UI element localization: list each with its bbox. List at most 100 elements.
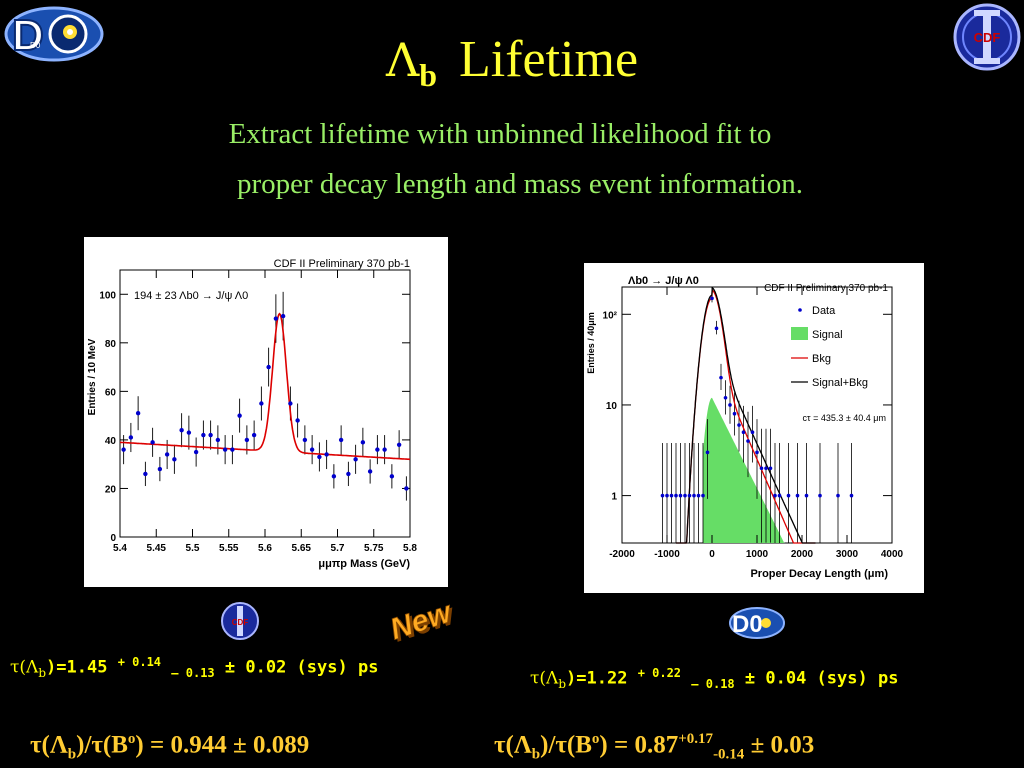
data-point <box>157 466 163 472</box>
signal-yield-label: 194 ± 23 Λb0 → J/ψ Λ0 <box>134 290 248 302</box>
x-tick-label: 5.5 <box>186 543 200 554</box>
cdf-logo-small: CDF <box>220 601 260 641</box>
data-point <box>338 437 344 443</box>
x-tick-label: 5.6 <box>258 543 272 554</box>
x-tick-label: -2000 <box>609 549 635 560</box>
decay-plot-chart: -2000 -1000 0 1000 2000 3000 4000 1 10 10² Λb0 → … <box>586 275 904 580</box>
signal-plus-bkg-curve <box>676 286 816 544</box>
process-label: Λb0 → J/ψ Λ0 <box>628 275 699 287</box>
data-point <box>669 493 674 498</box>
data-point <box>849 493 854 498</box>
data-point <box>128 435 134 440</box>
page-title: Λb Lifetime <box>385 31 639 93</box>
x-tick-label: 5.45 <box>147 543 167 554</box>
data-point <box>172 457 177 462</box>
legend-signal: Signal <box>812 329 843 341</box>
svg-text:CDF: CDF <box>232 618 249 627</box>
data-point <box>222 447 228 452</box>
data-point <box>746 439 750 443</box>
y-tick-label: 80 <box>105 339 117 350</box>
y-tick-label: 0 <box>110 533 116 544</box>
data-point <box>750 430 755 435</box>
legend-bkg: Bkg <box>812 353 831 365</box>
legend-signal-bkg: Signal+Bkg <box>812 377 868 389</box>
data-point <box>346 471 351 477</box>
y-axis-label: Entries / 10 MeV <box>87 338 98 415</box>
data-point <box>786 493 791 498</box>
data-point <box>266 364 271 370</box>
data-point <box>186 430 192 435</box>
x-tick-label: 5.8 <box>403 543 417 554</box>
svg-text:New: New <box>386 598 456 644</box>
d0-logo-small: D0 <box>728 606 786 640</box>
cdf-logo-top: CDF <box>952 2 1022 72</box>
x-tick-label: 0 <box>709 549 715 560</box>
data-point <box>764 466 768 471</box>
data-point <box>121 447 126 452</box>
x-tick-label: 2000 <box>791 549 814 560</box>
x-tick-label: 1000 <box>746 549 769 560</box>
y-tick-label: 100 <box>99 290 116 301</box>
data-point <box>201 432 206 438</box>
legend-data: Data <box>812 305 836 317</box>
data-point <box>324 452 329 457</box>
x-tick-label: 5.65 <box>292 543 312 554</box>
data-point <box>665 493 669 498</box>
data-point <box>660 493 665 498</box>
d0-logo-top: D D0 <box>2 2 106 66</box>
data-point <box>818 493 822 498</box>
ctau-label: cτ = 435.3 ± 40.4 μm <box>803 413 886 423</box>
y-tick-label: 20 <box>105 484 117 495</box>
data-point <box>683 493 687 498</box>
y-tick-label: 40 <box>105 436 117 447</box>
mass-plot-panel: 5.4 5.45 5.5 5.55 5.6 5.65 5.7 5.75 5.8 0 20 40 60 80… <box>84 237 448 587</box>
data-point <box>143 471 148 477</box>
x-tick-label: -1000 <box>654 549 680 560</box>
y-tick-label: 60 <box>105 387 117 398</box>
data-point <box>728 403 732 407</box>
data-point <box>208 432 213 438</box>
data-point <box>360 440 366 445</box>
subtitle-line-1: Extract lifetime with unbinned likelihoo… <box>228 118 772 150</box>
cdf-lifetime-result: τ(Λb)=1.45 + 0.14 – 0.13 ± 0.02 (sys) ps <box>10 655 379 681</box>
data-point <box>701 493 705 498</box>
data-point <box>732 411 737 416</box>
data-point <box>150 440 155 445</box>
data-point <box>295 418 300 423</box>
svg-text:D0: D0 <box>30 41 41 50</box>
data-point <box>251 432 257 438</box>
data-point <box>353 457 358 462</box>
d0-lifetime-result: τ(Λb)=1.22 + 0.22 – 0.18 ± 0.04 (sys) ps <box>530 666 899 692</box>
data-point <box>692 493 696 498</box>
chart-title: CDF II Preliminary 370 pb-1 <box>274 258 410 270</box>
data-point <box>404 486 409 491</box>
data-point <box>773 493 777 498</box>
mass-plot-chart: 5.4 5.45 5.5 5.55 5.6 5.65 5.7 5.75 5.8 0 20 40 60 80… <box>87 258 417 570</box>
data-point <box>302 437 308 443</box>
data-point <box>280 313 286 319</box>
data-point <box>389 474 395 479</box>
data-point <box>309 447 315 452</box>
x-tick-label: 3000 <box>836 549 859 560</box>
data-point <box>705 450 710 455</box>
data-point <box>674 493 678 498</box>
x-axis-label: Proper Decay Length (μm) <box>750 568 888 580</box>
new-badge: New New <box>386 595 466 649</box>
x-axis-label: μμπp Mass (GeV) <box>318 558 410 570</box>
data-point <box>795 493 800 498</box>
svg-text:D: D <box>12 11 44 60</box>
data-point <box>714 326 719 331</box>
data-point <box>759 466 764 471</box>
data-point <box>230 447 235 452</box>
legend: Data Signal Bkg Signal+Bkg <box>791 305 868 389</box>
plot-frame <box>119 269 411 538</box>
data-point <box>259 401 264 406</box>
data-point <box>768 466 773 471</box>
data-point <box>273 316 279 321</box>
x-tick-label: 5.4 <box>113 543 127 554</box>
fit-curve <box>119 312 410 461</box>
data-point <box>687 493 692 498</box>
signal-area <box>703 397 811 543</box>
data-point <box>741 430 746 435</box>
data-point <box>164 452 170 457</box>
